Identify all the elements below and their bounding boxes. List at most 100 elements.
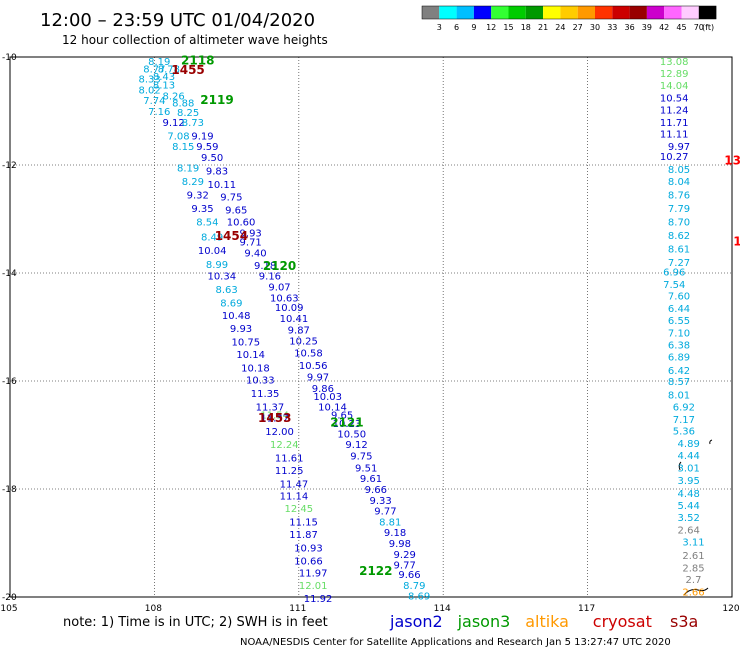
swh-value: 3.95 [678,476,700,487]
swh-value: 9.18 [384,528,406,539]
swh-value: 11.92 [304,594,333,605]
swh-value: 8.54 [196,218,218,229]
swh-value: 10.09 [275,303,304,314]
colorbar-label: 45 [676,23,686,32]
swh-value: 8.57 [668,377,690,388]
swh-value: 6.55 [668,316,690,327]
satellite-name: jason2 [389,612,443,631]
swh-value: 8.81 [379,517,401,528]
swh-value: 10.66 [294,556,323,567]
swh-value: 9.40 [244,248,266,259]
swh-value: 7.10 [668,328,690,339]
swh-value: 8.73 [182,118,204,129]
swh-value: 10.54 [660,94,689,105]
swh-value: 9.59 [196,142,218,153]
swh-value: 11.25 [275,466,304,477]
swh-value: 14.04 [660,81,689,92]
swh-value: 10.34 [207,272,236,283]
swh-value: 8.26 [163,91,185,102]
swh-value: 8.33 [138,75,160,86]
swh-value: 7.08 [167,131,189,142]
footnote: note: 1) Time is in UTC; 2) SWH is in fe… [63,615,328,630]
swh-value: 9.12 [345,440,367,451]
colorbar-label: 33 [607,23,617,32]
swh-value: 6.89 [668,353,690,364]
swh-value: 7.54 [663,280,685,291]
plot-frame [9,56,733,598]
swh-value: 8.43 [153,72,175,83]
swh-value: 8.13 [153,81,175,92]
swh-value: 8.05 [668,165,690,176]
swh-value: 9.07 [268,283,290,294]
swh-value: 2.64 [678,526,700,537]
swh-value: 9.18 [254,261,276,272]
swh-value: 11.87 [289,530,318,541]
swh-value: 8.29 [182,177,204,188]
swh-value: 11.54 [260,410,289,421]
swh-value: 10.93 [294,543,323,554]
swh-value: 11.15 [289,517,318,528]
swh-value: 8.19 [148,57,170,68]
y-tick-label: -14 [2,269,17,279]
swh-value: 2.85 [682,563,704,574]
pass-time-label: 134 [724,154,740,168]
swh-value: 6.42 [668,366,690,377]
pass-time-label: 2119 [200,93,233,107]
pass-time-label: 1454 [215,229,248,243]
satellite-name: jason3 [457,612,511,631]
swh-value: 10.23 [333,419,362,430]
colorbar-swatch [543,6,561,19]
swh-value: 10.25 [289,337,318,348]
colorbar-swatch [595,6,613,19]
swh-value: 10.60 [227,218,256,229]
swh-value: 9.33 [369,496,391,507]
colorbar-label: 21 [538,23,548,32]
coastline-segment [709,439,713,445]
swh-value: 9.29 [394,550,416,561]
swh-value: 8.63 [215,285,237,296]
swh-value: 7.17 [673,415,695,426]
swh-value: 8.19 [177,164,199,175]
colorbar-swatch [629,6,647,19]
satellite-name: cryosat [593,612,652,631]
wave-height-points: 8.198.778.788.438.338.138.028.267.74 8.88… [138,57,704,605]
x-tick-label: 114 [434,604,451,614]
swh-value: 8.69 [408,591,430,602]
swh-value: 9.75 [220,192,242,203]
colorbar-label: 9 [471,23,476,32]
credit-line: NOAA/NESDIS Center for Satellite Applica… [240,637,671,648]
swh-value: 11.47 [280,480,309,491]
colorbar-swatch [422,6,440,19]
swh-value: 6.38 [668,340,690,351]
swh-value: 9.83 [206,166,228,177]
swh-value: 9.77 [374,507,396,518]
colorbar-frame [421,5,717,20]
color-scale-legend: 3 6 9 12 15 18 21 24 27 30 33 36 39 42 45 70(ft) [421,5,717,32]
swh-value: 9.87 [288,326,310,337]
coastline-segment [678,461,682,471]
swh-value: 9.66 [365,485,387,496]
y-tick-label: -18 [2,485,17,495]
swh-value: 7.16 [148,107,170,118]
swh-value: 11.24 [660,105,689,116]
swh-value: 5.44 [678,501,700,512]
swh-value: 9.93 [240,229,262,240]
swh-value: 7.79 [668,204,690,215]
y-tick-label: -20 [2,593,17,603]
swh-value: 9.12 [163,118,185,129]
colorbar-swatch [612,6,630,19]
colorbar-label: 12 [486,23,496,32]
colorbar-label: 39 [642,23,652,32]
colorbar-label: 27 [573,23,583,32]
swh-value: 8.61 [668,245,690,256]
swh-value: 8.02 [138,85,160,96]
swh-value: 10.14 [236,350,265,361]
colorbar-swatch [560,6,578,19]
colorbar-label: 6 [454,23,459,32]
swh-value: 10.48 [222,311,251,322]
swh-value: 8.25 [177,108,199,119]
swh-value: 11.61 [275,454,304,465]
swh-value: 10.03 [313,392,342,403]
colorbar-swatch [646,6,665,19]
pass-time-label: 2118 [181,54,214,68]
